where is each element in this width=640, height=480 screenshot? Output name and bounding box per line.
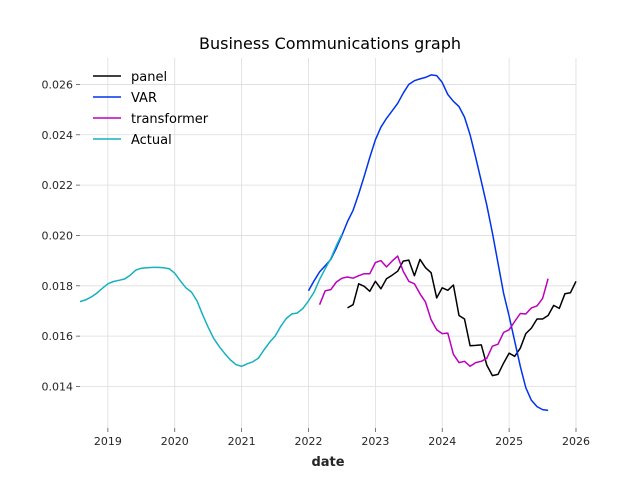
y-tick-label: 0.020 bbox=[42, 229, 74, 242]
x-tick-label: 2019 bbox=[94, 435, 122, 448]
y-tick-label: 0.026 bbox=[42, 78, 74, 91]
y-tick-label: 0.022 bbox=[42, 179, 74, 192]
x-axis-ticks: 2019 2020 2021 2022 2023 2024 2025 2026 bbox=[94, 428, 590, 448]
series-lines bbox=[79, 74, 577, 412]
y-axis-ticks: 0.014 0.016 0.018 0.020 0.022 0.024 0.026 bbox=[42, 78, 80, 393]
x-tick-label: 2020 bbox=[161, 435, 189, 448]
series-line-transformer bbox=[318, 255, 549, 368]
y-tick-label: 0.014 bbox=[42, 380, 74, 393]
legend-label-transformer: transformer bbox=[131, 112, 209, 127]
x-axis-title: date bbox=[311, 455, 344, 470]
y-tick-label: 0.016 bbox=[42, 330, 74, 343]
series-line-panel bbox=[347, 258, 577, 377]
legend-label-var: VAR bbox=[131, 91, 157, 106]
x-tick-label: 2025 bbox=[495, 435, 523, 448]
legend-label-actual: Actual bbox=[131, 133, 172, 148]
y-tick-label: 0.024 bbox=[42, 129, 74, 142]
x-tick-label: 2024 bbox=[428, 435, 456, 448]
chart-title: Business Communications graph bbox=[199, 34, 461, 53]
y-tick-label: 0.018 bbox=[42, 280, 74, 293]
series-line-actual bbox=[79, 233, 343, 368]
x-tick-label: 2022 bbox=[294, 435, 322, 448]
grid bbox=[80, 58, 577, 428]
legend-label-panel: panel bbox=[131, 70, 167, 85]
x-tick-label: 2021 bbox=[228, 435, 256, 448]
x-tick-label: 2023 bbox=[361, 435, 389, 448]
x-tick-label: 2026 bbox=[562, 435, 590, 448]
series-line-var bbox=[307, 74, 549, 412]
legend: panel VAR transformer Actual bbox=[93, 70, 209, 148]
